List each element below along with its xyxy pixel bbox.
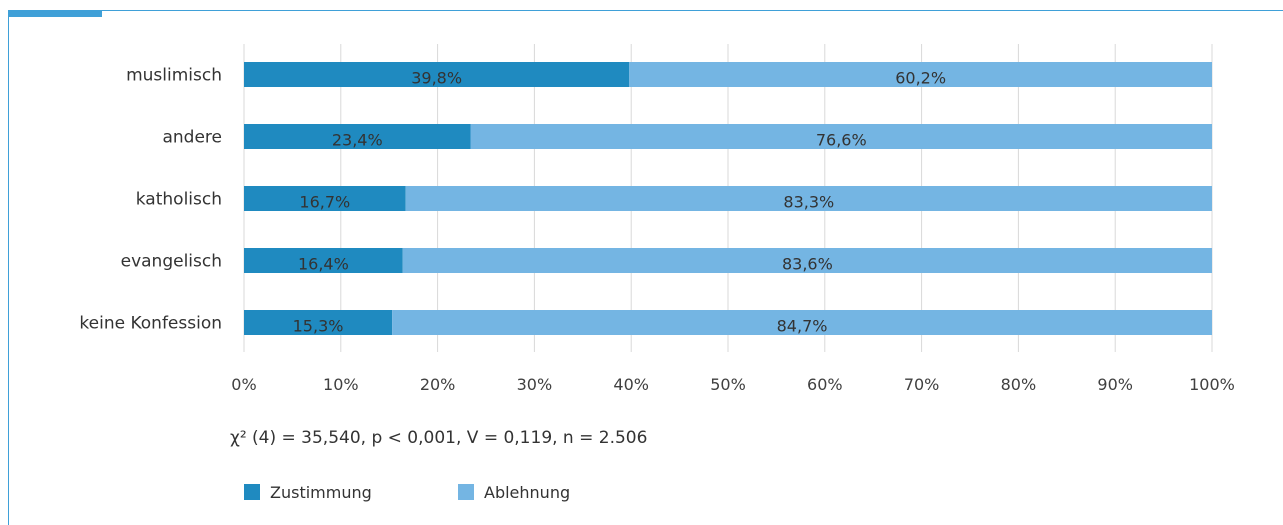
- legend-label-ablehnung: Ablehnung: [484, 483, 571, 502]
- bar-zustimmung: [244, 62, 630, 87]
- bar-ablehnung: [402, 248, 1212, 273]
- bar-zustimmung: [244, 310, 393, 335]
- chart-frame: [8, 10, 1283, 525]
- x-tick-label: 10%: [323, 375, 359, 394]
- legend-label-zustimmung: Zustimmung: [270, 483, 372, 502]
- x-tick-label: 100%: [1189, 375, 1235, 394]
- x-tick-label: 60%: [807, 375, 843, 394]
- x-tick-label: 80%: [1001, 375, 1037, 394]
- data-label: 39,8%: [411, 69, 462, 88]
- x-tick-label: 70%: [904, 375, 940, 394]
- x-tick-label: 30%: [517, 375, 553, 394]
- legend-swatch-zustimmung: [244, 484, 260, 500]
- x-tick-label: 90%: [1097, 375, 1133, 394]
- stacked-bar-chart: muslimisch andere katholisch evangelisch kei…: [79, 44, 1235, 394]
- category-label: keine Konfession: [79, 314, 222, 334]
- x-tick-label: 20%: [420, 375, 456, 394]
- data-label: 84,7%: [777, 317, 828, 336]
- legend-swatch-ablehnung: [458, 484, 474, 500]
- data-label: 23,4%: [332, 131, 383, 150]
- bar-zustimmung: [244, 124, 471, 149]
- bar-ablehnung: [629, 62, 1212, 87]
- bar-ablehnung: [405, 186, 1212, 211]
- x-tick-label: 0%: [231, 375, 256, 394]
- data-label: 76,6%: [816, 131, 867, 150]
- header-accent-bar: [8, 10, 102, 17]
- category-label: evangelisch: [121, 252, 222, 272]
- bars: [244, 62, 1213, 335]
- statistics-note: χ² (4) = 35,540, p < 0,001, V = 0,119, n…: [230, 428, 648, 448]
- data-label: 16,7%: [299, 193, 350, 212]
- legend-item-ablehnung: Ablehnung: [458, 483, 570, 502]
- bar-zustimmung: [244, 248, 403, 273]
- data-label: 16,4%: [298, 255, 349, 274]
- x-axis-ticks: 0% 10% 20% 30% 40% 50% 60% 70% 80% 90% 100%: [231, 375, 1235, 394]
- legend-item-zustimmung: Zustimmung: [244, 483, 372, 502]
- data-label: 83,6%: [782, 255, 833, 274]
- category-label: katholisch: [136, 190, 222, 210]
- category-label: andere: [162, 128, 222, 148]
- category-labels: muslimisch andere katholisch evangelisch kei…: [79, 66, 222, 334]
- bar-ablehnung: [392, 310, 1212, 335]
- data-label: 15,3%: [293, 317, 344, 336]
- bar-ablehnung: [470, 124, 1213, 149]
- x-tick-label: 50%: [710, 375, 746, 394]
- category-label: muslimisch: [126, 66, 222, 86]
- data-label: 60,2%: [895, 69, 946, 88]
- data-labels: 39,8% 60,2% 23,4% 76,6% 16,7% 83,3% 16,4% 83,6%…: [293, 69, 946, 336]
- data-label: 83,3%: [783, 193, 834, 212]
- x-tick-label: 40%: [613, 375, 649, 394]
- bar-zustimmung: [244, 186, 406, 211]
